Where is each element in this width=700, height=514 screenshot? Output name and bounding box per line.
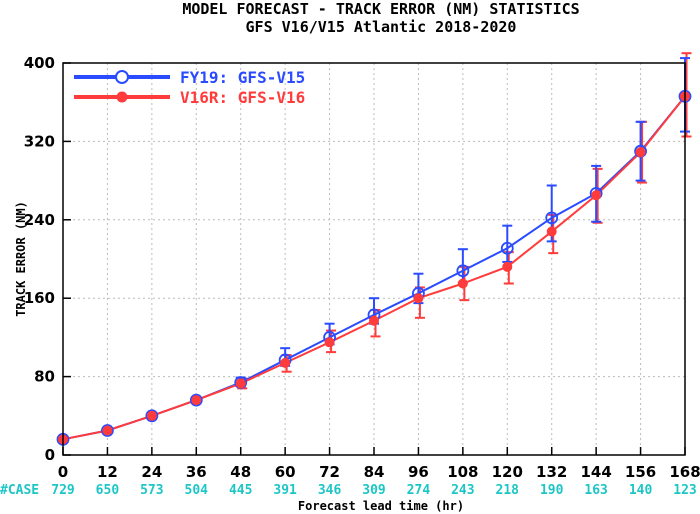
x-tick-label: 168 bbox=[669, 463, 700, 481]
x-tick-label: 12 bbox=[97, 463, 118, 481]
x-tick-label: 48 bbox=[230, 463, 251, 481]
data-point bbox=[502, 261, 513, 272]
series-line bbox=[62, 95, 686, 441]
data-point bbox=[235, 378, 246, 389]
data-point bbox=[413, 293, 424, 304]
data-point bbox=[457, 278, 468, 289]
case-count: 346 bbox=[318, 483, 342, 498]
legend-marker bbox=[115, 70, 129, 84]
case-count: 274 bbox=[407, 483, 431, 498]
series-line bbox=[62, 95, 686, 441]
data-point bbox=[591, 190, 602, 201]
case-count: 309 bbox=[362, 483, 385, 498]
case-count: 243 bbox=[451, 483, 474, 498]
x-tick-label: 24 bbox=[141, 463, 162, 481]
chart-title: MODEL FORECAST - TRACK ERROR (NM) STATIS… bbox=[182, 0, 579, 18]
data-point bbox=[280, 357, 291, 368]
y-axis-label: TRACK ERROR (NM) bbox=[14, 201, 28, 317]
data-point bbox=[500, 241, 514, 255]
case-count: 163 bbox=[584, 483, 607, 498]
y-tick-label: 320 bbox=[24, 132, 55, 150]
x-tick-label: 120 bbox=[492, 463, 523, 481]
case-count: 140 bbox=[629, 483, 653, 498]
x-tick-label: 96 bbox=[408, 463, 429, 481]
case-count: 650 bbox=[96, 483, 120, 498]
y-tick-label: 160 bbox=[24, 289, 55, 307]
x-axis: 0 12 24 36 48 60 72 84 96 108 120 132 144 156 168 bbox=[58, 447, 700, 481]
case-count: 504 bbox=[185, 483, 209, 498]
case-label: #CASE bbox=[0, 483, 39, 498]
x-tick-label: 132 bbox=[536, 463, 567, 481]
y-tick-label: 400 bbox=[24, 54, 55, 72]
case-counts: 729 650 573 504 445 391 346 309 274 243 218 190 163 1… bbox=[51, 483, 696, 498]
case-count: 123 bbox=[673, 483, 696, 498]
y-axis: 0 80 160 240 320 400 bbox=[24, 54, 71, 464]
legend-label: FY19: GFS-V15 bbox=[180, 68, 305, 87]
case-count: 391 bbox=[273, 483, 297, 498]
x-tick-label: 156 bbox=[625, 463, 656, 481]
data-point bbox=[546, 226, 557, 237]
legend-marker bbox=[116, 91, 128, 103]
x-tick-label: 72 bbox=[319, 463, 340, 481]
case-count: 190 bbox=[540, 483, 564, 498]
x-tick-label: 60 bbox=[275, 463, 296, 481]
y-tick-label: 80 bbox=[34, 368, 55, 386]
data-point bbox=[635, 147, 646, 158]
y-tick-label: 0 bbox=[45, 446, 55, 464]
x-tick-label: 36 bbox=[186, 463, 207, 481]
x-axis-label: Forecast lead time (hr) bbox=[298, 499, 464, 513]
y-tick-label: 240 bbox=[24, 211, 55, 229]
case-count: 445 bbox=[229, 483, 252, 498]
data-point bbox=[145, 409, 159, 423]
grid bbox=[63, 63, 685, 455]
case-count: 729 bbox=[51, 483, 74, 498]
data-point bbox=[191, 395, 202, 406]
data-point bbox=[324, 337, 335, 348]
data-point bbox=[545, 211, 559, 225]
data-point bbox=[456, 264, 470, 278]
x-tick-label: 144 bbox=[580, 463, 611, 481]
data-point bbox=[146, 410, 157, 421]
data-point bbox=[189, 393, 203, 407]
legend-label: V16R: GFS-V16 bbox=[180, 88, 305, 107]
case-count: 218 bbox=[496, 483, 520, 498]
chart-subtitle: GFS V16/V15 Atlantic 2018-2020 bbox=[246, 18, 517, 36]
x-tick-label: 0 bbox=[58, 463, 68, 481]
case-count: 573 bbox=[140, 483, 163, 498]
series-lines bbox=[62, 95, 686, 441]
data-point bbox=[101, 424, 114, 437]
data-point bbox=[102, 425, 113, 436]
data-point bbox=[369, 315, 379, 326]
x-tick-label: 84 bbox=[364, 463, 385, 481]
x-tick-label: 108 bbox=[447, 463, 478, 481]
